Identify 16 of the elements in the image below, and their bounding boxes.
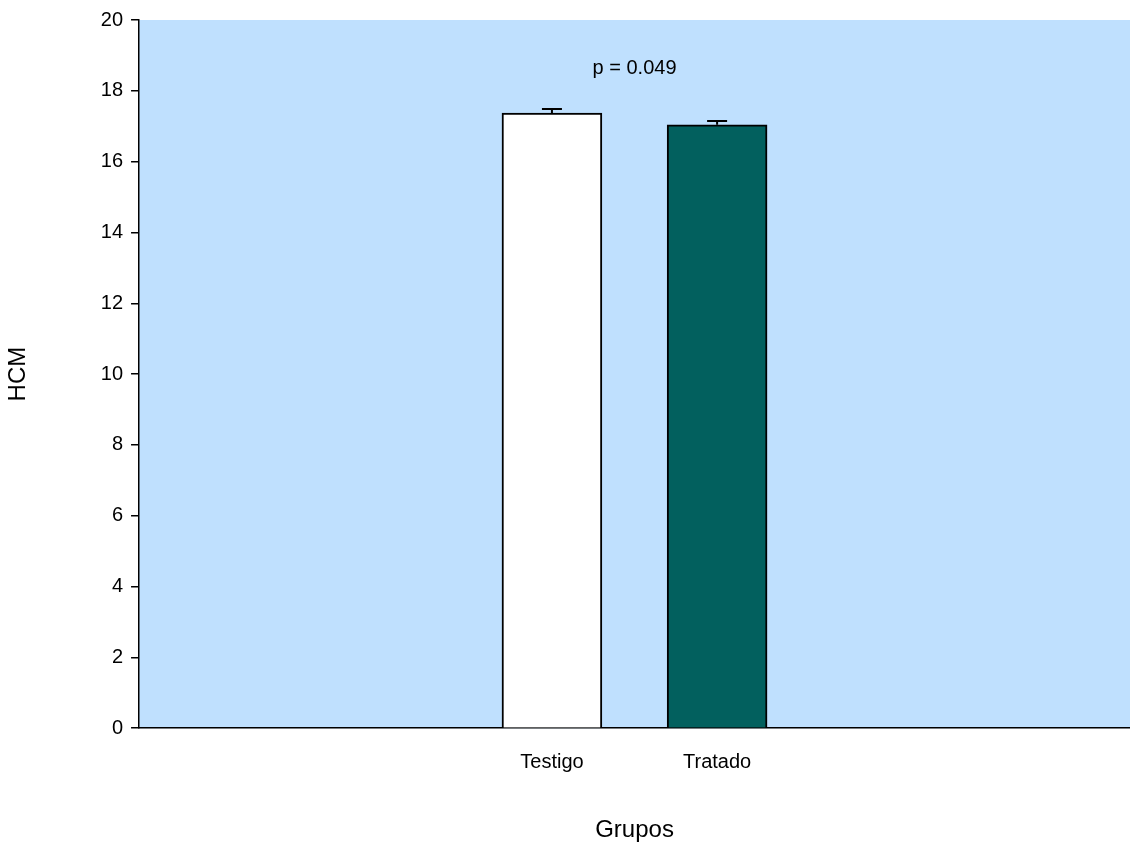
- x-tick-label: Testigo: [520, 749, 584, 772]
- y-tick-label: 16: [100, 149, 124, 172]
- y-tick-label: 10: [100, 361, 124, 384]
- y-tick-label: 6: [111, 503, 124, 526]
- y-tick-label: 12: [100, 290, 124, 313]
- y-tick-label: 18: [100, 78, 124, 101]
- y-tick-label: 4: [111, 574, 124, 597]
- y-tick-label: 2: [111, 644, 124, 667]
- y-tick-label: 0: [111, 715, 124, 738]
- x-tick-label: Tratado: [683, 749, 752, 772]
- annotation: p = 0.049: [592, 55, 677, 78]
- y-tick-label: 8: [111, 432, 124, 455]
- y-axis-title: HCM: [3, 346, 31, 402]
- x-axis-title: Grupos: [595, 815, 674, 843]
- y-tick-label: 14: [100, 219, 124, 242]
- y-tick-label: 20: [100, 7, 124, 30]
